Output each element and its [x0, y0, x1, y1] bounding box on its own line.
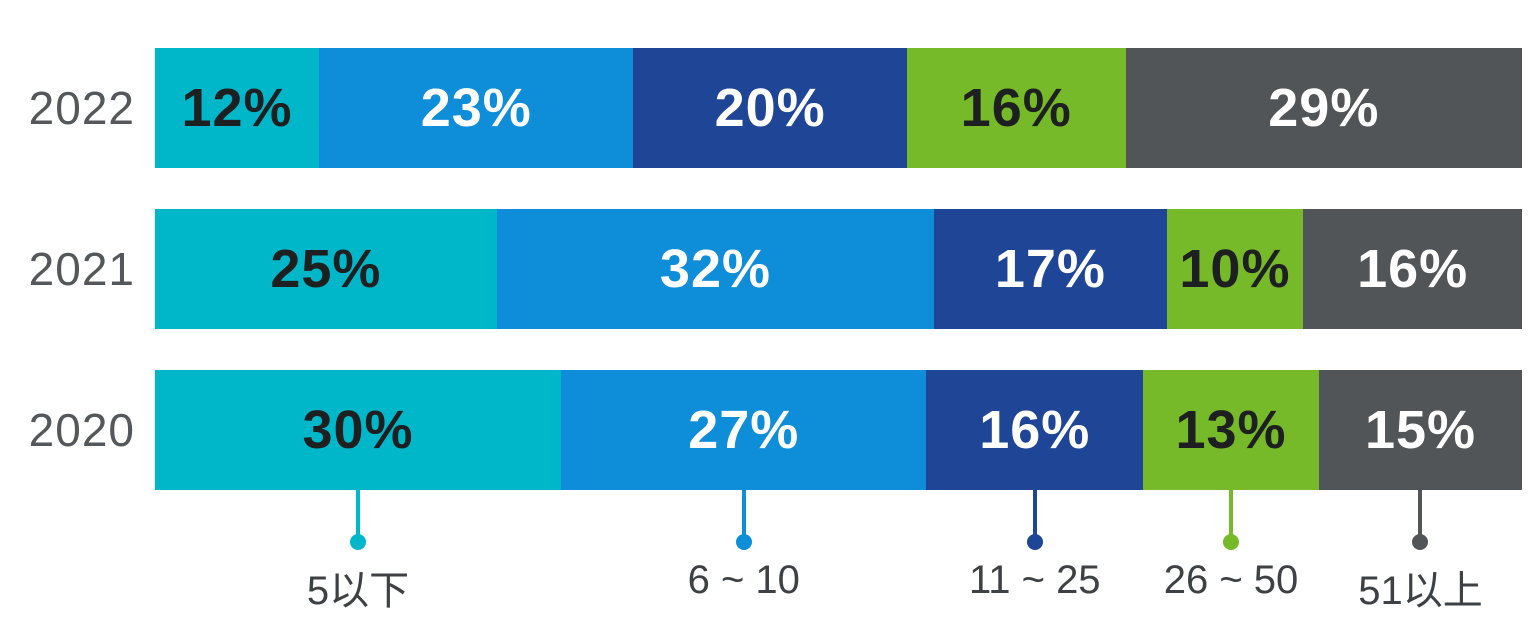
bar-segment: 20%: [633, 48, 907, 168]
pin-stem-icon: [1418, 490, 1423, 536]
bar-segment: 16%: [926, 370, 1144, 490]
bar-segment: 15%: [1318, 370, 1522, 490]
pin-stem-icon: [741, 490, 746, 536]
segment-value-label: 12%: [181, 78, 293, 138]
legend-label: 11 ~ 25: [968, 558, 1101, 602]
segment-value-label: 13%: [1175, 400, 1287, 460]
pin-dot-icon: [1026, 534, 1043, 550]
segment-value-label: 15%: [1364, 400, 1477, 460]
segment-value-label: 32%: [659, 239, 772, 299]
segment-value-label: 29%: [1268, 78, 1380, 138]
bar-segment: 25%: [155, 209, 497, 329]
segment-value-label: 16%: [1357, 239, 1469, 299]
bar-segment: 10%: [1166, 209, 1304, 329]
pin-dot-icon: [350, 534, 367, 550]
bar-rows: 2022 12% 23% 20% 16% 29% 2021 25% 32% 17% 10% 16% 20…: [0, 48, 1523, 531]
bar-segment: 30%: [155, 370, 562, 490]
bar-segment: 27%: [561, 370, 927, 490]
legend-label: 26 ~ 50: [1163, 558, 1299, 602]
segment-value-label: 10%: [1179, 239, 1291, 299]
bar-segment: 16%: [906, 48, 1126, 168]
pin-stem-icon: [1229, 490, 1233, 536]
segment-value-label: 20%: [714, 78, 826, 138]
bar-segment: 16%: [1303, 209, 1522, 329]
bar-segment: 29%: [1125, 48, 1523, 168]
chart-row: 2021 25% 32% 17% 10% 16%: [0, 209, 1522, 329]
legend-item: 26 ~ 50: [1143, 490, 1319, 616]
pin-dot-icon: [735, 534, 752, 550]
segment-value-label: 27%: [688, 400, 800, 460]
legend-label: 51以上: [1358, 569, 1483, 613]
bar-segment: 17%: [934, 209, 1167, 329]
legend-item: 5以下: [155, 490, 561, 616]
year-label: 2020: [28, 404, 135, 456]
legend-item: 51以上: [1319, 490, 1522, 616]
pin-dot-icon: [1223, 534, 1239, 550]
bar-segment: 23%: [319, 48, 634, 168]
legend-label: 6 ~ 10: [687, 558, 800, 602]
pin-dot-icon: [1412, 534, 1429, 550]
bar-segment: 13%: [1143, 370, 1319, 490]
segment-value-label: 17%: [994, 239, 1106, 299]
segment-value-label: 16%: [960, 78, 1072, 138]
year-label: 2021: [28, 243, 135, 295]
bar-segment: 12%: [155, 48, 320, 168]
stacked-bar: 30% 27% 16% 13% 15%: [155, 370, 1522, 490]
segment-value-label: 23%: [420, 78, 532, 138]
pin-stem-icon: [356, 490, 361, 536]
chart-row: 2020 30% 27% 16% 13% 15%: [0, 370, 1522, 490]
stacked-bar: 25% 32% 17% 10% 16%: [155, 209, 1522, 329]
bar-segment: 32%: [496, 209, 935, 329]
chart-row: 2022 12% 23% 20% 16% 29%: [0, 48, 1523, 168]
legend-item: 11 ~ 25: [926, 490, 1143, 616]
legend-item: 6 ~ 10: [561, 490, 926, 616]
legend: 5以下 6 ~ 10 11 ~ 25 26 ~ 50 51以上: [155, 490, 1522, 616]
pin-stem-icon: [1032, 490, 1037, 536]
stacked-bar: 12% 23% 20% 16% 29%: [155, 48, 1523, 168]
segment-value-label: 30%: [302, 400, 414, 460]
segment-value-label: 25%: [270, 239, 382, 299]
segment-value-label: 16%: [979, 400, 1091, 460]
year-label: 2022: [28, 82, 135, 134]
legend-label: 5以下: [306, 569, 410, 613]
